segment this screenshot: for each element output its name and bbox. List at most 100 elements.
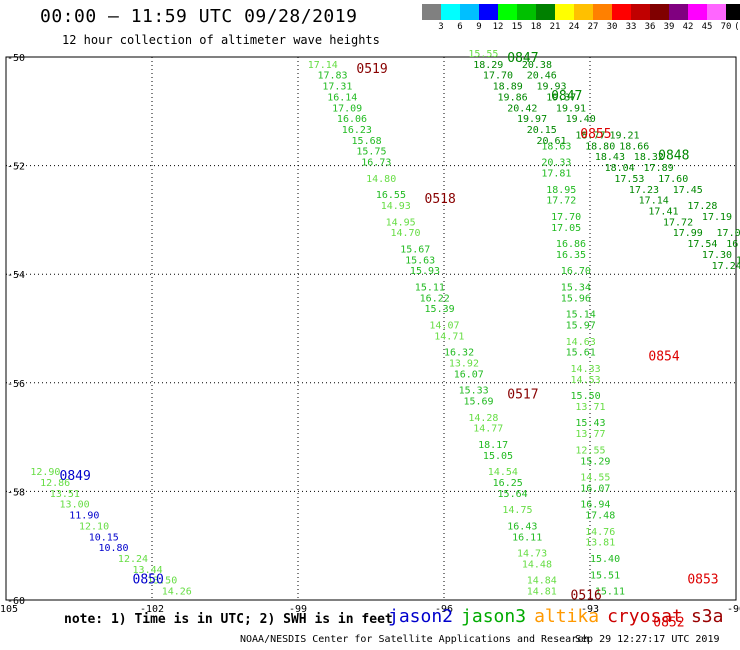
- satellite-name: cryosat: [607, 606, 683, 627]
- y-tick-label: -56: [7, 379, 25, 390]
- legend-swatch: [574, 4, 593, 20]
- satellite-name: altika: [534, 606, 600, 627]
- wave-height-value: 14.70: [390, 228, 420, 239]
- wave-height-value: 17.54: [687, 239, 717, 250]
- wave-height-value: 15.75: [356, 147, 386, 158]
- wave-height-value: 16.07: [454, 369, 484, 380]
- satellite-name: jason2: [388, 606, 454, 627]
- satellite-name: jason3: [461, 606, 527, 627]
- wave-height-value: 14.81: [527, 587, 557, 598]
- wave-height-value: 15.68: [352, 136, 382, 147]
- legend-label: 6: [457, 22, 463, 32]
- wave-height-value: 14.48: [522, 559, 552, 570]
- axis-tick-labels: -105-102-99-96-93-90-50-52-54-56-58-60: [0, 53, 740, 615]
- wave-height-value: 15.40: [590, 554, 620, 565]
- legend-label: 33: [625, 22, 637, 32]
- pass-time-label: 0849: [60, 469, 91, 484]
- time-labels: 0519 0518 0517 0516 0847 0847 0855 0848 0854 0853…: [60, 51, 719, 631]
- wave-height-value: 13.77: [575, 429, 605, 440]
- wave-height-value: 17.72: [663, 217, 693, 228]
- wave-height-value: 17.09: [332, 103, 362, 114]
- pass-time-label: 0850: [133, 572, 164, 587]
- pass-time-label: 0848: [658, 149, 689, 164]
- wave-height-value: 17.70: [551, 212, 581, 223]
- wave-height-value: 13.51: [50, 489, 80, 500]
- legend-swatch: [517, 4, 536, 20]
- legend-label: 27: [587, 22, 599, 32]
- wave-height-value: 18.89: [493, 82, 523, 93]
- wave-height-value: 15.93: [410, 266, 440, 277]
- wave-height-value: 17.31: [322, 82, 352, 93]
- wave-height-value: 18.77: [575, 130, 605, 141]
- wave-height-value: 16.70: [561, 266, 591, 277]
- wave-height-value: 18.17: [478, 440, 508, 451]
- legend-label: (ft): [734, 22, 740, 32]
- wave-height-value: 17.24: [712, 261, 740, 272]
- wave-height-value: 17.70: [483, 71, 513, 82]
- wave-height-value: 20.61: [536, 136, 566, 147]
- legend-label: 15: [511, 22, 523, 32]
- legend-label: 42: [682, 22, 694, 32]
- wave-height-value: 20.38: [522, 60, 552, 71]
- wave-height-value: 17.05: [551, 223, 581, 234]
- legend-label: 70: [720, 22, 732, 32]
- wave-height-value: 15.50: [571, 391, 601, 402]
- wave-height-value: 16.22: [420, 293, 450, 304]
- wave-height-value: 16.94: [580, 500, 610, 511]
- wave-height-value: 14.76: [585, 527, 615, 538]
- wave-height-value: 15.11: [415, 282, 445, 293]
- legend-swatch: [498, 4, 517, 20]
- y-tick-label: -54: [7, 270, 25, 281]
- legend-label: 21: [549, 22, 561, 32]
- plot-border: [5, 56, 737, 601]
- wave-height-value: 15.14: [566, 310, 596, 321]
- wave-height-value: 14.75: [502, 505, 532, 516]
- wave-height-value: 19.91: [556, 103, 586, 114]
- y-tick-label: -60: [7, 596, 25, 607]
- wave-height-value: 16.32: [444, 348, 474, 359]
- chart-subtitle: 12 hour collection of altimeter wave hei…: [62, 33, 380, 47]
- legend-swatch: [650, 4, 669, 20]
- pass-time-label: 0853: [687, 572, 718, 587]
- legend-swatch: [707, 4, 726, 20]
- pass-time-label: 0517: [507, 388, 538, 403]
- wave-height-value: 15.34: [561, 282, 591, 293]
- wave-height-value: 14.53: [571, 375, 601, 386]
- wave-height-value: 19.40: [566, 114, 596, 125]
- wave-height-value: 18.95: [546, 185, 576, 196]
- pass-time-label: 0519: [356, 62, 387, 77]
- legend-swatch: [460, 4, 479, 20]
- wave-height-value: 15.43: [575, 418, 605, 429]
- wave-height-value: 15.33: [459, 386, 489, 397]
- wave-height-value: 16.43: [507, 521, 537, 532]
- credit-text: NOAA/NESDIS Center for Satellite Applica…: [240, 634, 590, 645]
- wave-height-value: 15.96: [561, 293, 591, 304]
- wave-height-value: 14.26: [162, 587, 192, 598]
- wave-height-value: 17.72: [546, 196, 576, 207]
- wave-height-value: 13.81: [585, 538, 615, 549]
- legend-label: 36: [644, 22, 656, 32]
- wave-height-value: 20.42: [507, 103, 537, 114]
- wave-height-value: 16.73: [361, 158, 391, 169]
- legend-swatch: [688, 4, 707, 20]
- legend-swatch: [479, 4, 498, 20]
- wave-height-value: 13.71: [575, 402, 605, 413]
- wave-height-value: 17.41: [648, 206, 678, 217]
- wave-height-value: 19.86: [498, 92, 528, 103]
- wave-height-value: 16.55: [376, 190, 406, 201]
- legend-swatch: [555, 4, 574, 20]
- wave-height-value: 15.39: [425, 304, 455, 315]
- wave-height-value: 16.23: [342, 125, 372, 136]
- legend-swatch: [593, 4, 612, 20]
- grid-lines: [5, 56, 737, 601]
- wave-height-value: 17.23: [629, 185, 659, 196]
- wave-height-value: 15.11: [595, 587, 625, 598]
- wave-height-value: 12.10: [79, 521, 109, 532]
- wave-height-value: 15.64: [498, 489, 528, 500]
- wave-height-value: 14.80: [366, 174, 396, 185]
- wave-height-value: 16.35: [556, 250, 586, 261]
- pass-time-label: 0855: [580, 127, 611, 142]
- wave-height-value: 19.21: [609, 130, 639, 141]
- footer-note: note: 1) Time is in UTC; 2) SWH is in fe…: [64, 612, 393, 627]
- wave-height-value: 17.83: [317, 71, 347, 82]
